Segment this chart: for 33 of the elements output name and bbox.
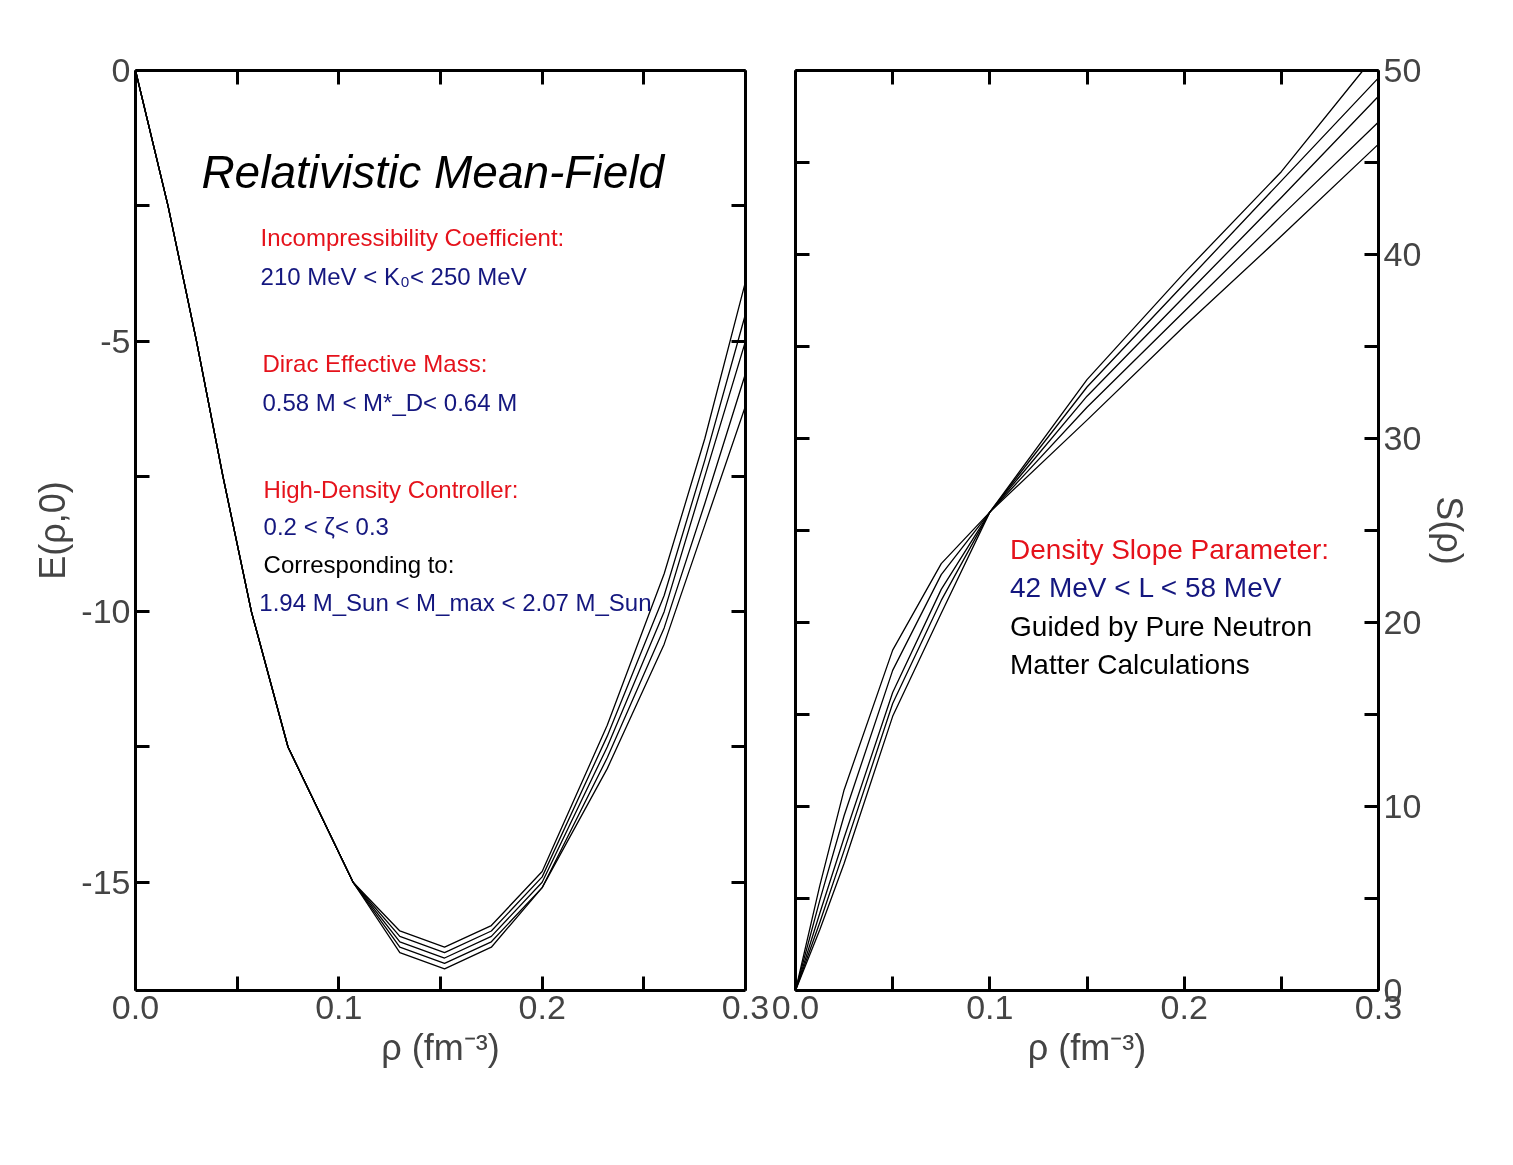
y-tick-label: 0: [111, 51, 131, 89]
x-tick-label: 0.1: [315, 987, 363, 1026]
x-tick-label: 0.3: [721, 987, 770, 1026]
x-tick-label: 0.2: [1160, 987, 1208, 1026]
y-tick-label: 30: [1383, 419, 1422, 457]
annotation: 0.58 M < M*_D< 0.64 M: [262, 389, 518, 417]
annotation: Dirac Effective Mass:: [262, 350, 488, 378]
y-axis-title: E(ρ,0): [32, 481, 74, 580]
y-tick-label: -5: [100, 321, 131, 360]
annotation: Incompressibility Coefficient:: [260, 224, 565, 252]
annotation: 210 MeV < K₀< 250 MeV: [260, 263, 527, 291]
annotation: Guided by Pure Neutron: [1010, 610, 1313, 642]
y-tick-label: 50: [1383, 51, 1422, 89]
annotation: Density Slope Parameter:: [1010, 534, 1330, 566]
annotation: 1.94 M_Sun < M_max < 2.07 M_Sun: [259, 588, 652, 616]
text: Relativistic Mean-Field: [201, 145, 666, 198]
annotation: 42 MeV < L < 58 MeV: [1010, 572, 1282, 604]
x-axis-title: ρ (fm⁻³): [1027, 1026, 1147, 1068]
y-tick-label: 40: [1383, 235, 1422, 273]
x-tick-label: 0.2: [518, 987, 566, 1026]
annotation: Corresponding to:: [263, 551, 455, 579]
annotation: High-Density Controller:: [263, 475, 519, 503]
x-tick-label: 0.0: [111, 987, 160, 1026]
y-axis-title: S(ρ): [1429, 496, 1471, 565]
y-tick-label: -15: [81, 862, 131, 901]
annotation: 0.2 < ζ< 0.3: [263, 513, 389, 541]
x-tick-label: 0.0: [771, 987, 820, 1026]
x-tick-label: 0.1: [966, 987, 1014, 1026]
annotation: Matter Calculations: [1010, 649, 1250, 681]
y-tick-label: 20: [1383, 603, 1422, 641]
x-axis-title: ρ (fm⁻³): [381, 1026, 500, 1068]
y-tick-label: 10: [1383, 787, 1422, 825]
y-tick-label: -10: [81, 592, 131, 631]
